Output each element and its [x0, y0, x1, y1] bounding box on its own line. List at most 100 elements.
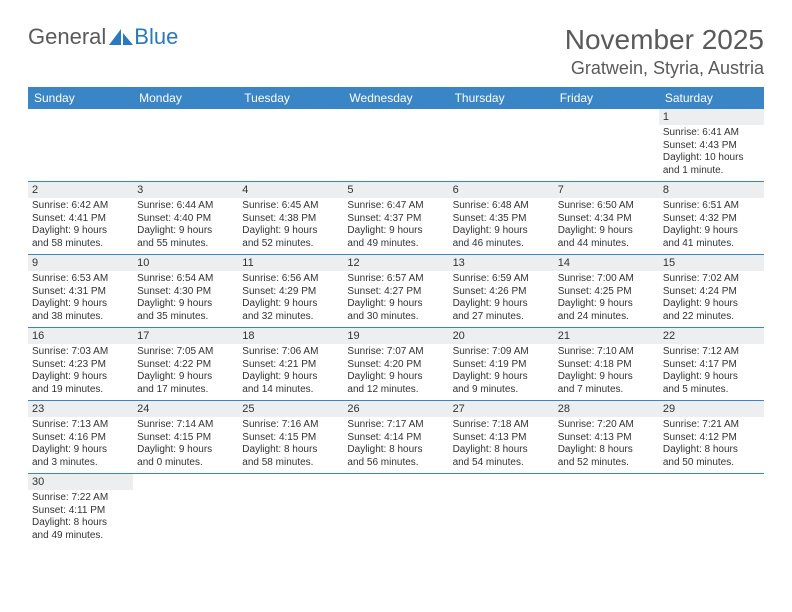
- detail-line: Sunrise: 6:42 AM: [32, 200, 129, 213]
- day-number-cell: 21: [554, 328, 659, 345]
- detail-line: Daylight: 9 hours: [137, 225, 234, 238]
- detail-line: Daylight: 9 hours: [558, 298, 655, 311]
- detail-line: and 0 minutes.: [137, 457, 234, 470]
- day-number-cell: [28, 109, 133, 125]
- detail-line: Sunrise: 6:47 AM: [347, 200, 444, 213]
- day-number-cell: 7: [554, 182, 659, 199]
- day-detail-cell: Sunrise: 6:54 AMSunset: 4:30 PMDaylight:…: [133, 271, 238, 328]
- detail-line: Sunrise: 7:10 AM: [558, 346, 655, 359]
- detail-line: Sunrise: 7:21 AM: [663, 419, 760, 432]
- detail-line: Sunrise: 7:18 AM: [453, 419, 550, 432]
- day-number-cell: 25: [238, 401, 343, 418]
- detail-line: Sunset: 4:17 PM: [663, 359, 760, 372]
- day-detail-cell: Sunrise: 6:45 AMSunset: 4:38 PMDaylight:…: [238, 198, 343, 255]
- daynum-row: 30: [28, 474, 764, 491]
- day-detail-cell: [343, 125, 448, 182]
- day-detail-cell: Sunrise: 7:09 AMSunset: 4:19 PMDaylight:…: [449, 344, 554, 401]
- detail-line: and 7 minutes.: [558, 384, 655, 397]
- detail-line: Daylight: 9 hours: [558, 371, 655, 384]
- detail-line: and 17 minutes.: [137, 384, 234, 397]
- day-detail-cell: Sunrise: 6:48 AMSunset: 4:35 PMDaylight:…: [449, 198, 554, 255]
- detail-line: Daylight: 9 hours: [347, 225, 444, 238]
- day-number-cell: 22: [659, 328, 764, 345]
- month-year: November 2025: [565, 24, 764, 56]
- detail-line: Sunrise: 7:16 AM: [242, 419, 339, 432]
- day-number-cell: [343, 474, 448, 491]
- detail-line: Daylight: 9 hours: [137, 444, 234, 457]
- day-detail-cell: Sunrise: 6:53 AMSunset: 4:31 PMDaylight:…: [28, 271, 133, 328]
- day-number-cell: 17: [133, 328, 238, 345]
- detail-line: Sunrise: 7:06 AM: [242, 346, 339, 359]
- detail-line: Sunset: 4:18 PM: [558, 359, 655, 372]
- day-number-cell: 13: [449, 255, 554, 272]
- day-detail-cell: Sunrise: 6:57 AMSunset: 4:27 PMDaylight:…: [343, 271, 448, 328]
- detail-line: Sunset: 4:25 PM: [558, 286, 655, 299]
- day-detail-cell: Sunrise: 6:51 AMSunset: 4:32 PMDaylight:…: [659, 198, 764, 255]
- detail-line: Daylight: 9 hours: [347, 371, 444, 384]
- detail-line: Daylight: 8 hours: [663, 444, 760, 457]
- detail-line: Sunset: 4:23 PM: [32, 359, 129, 372]
- detail-line: Sunrise: 6:50 AM: [558, 200, 655, 213]
- detail-line: Sunrise: 7:17 AM: [347, 419, 444, 432]
- day-number-cell: 6: [449, 182, 554, 199]
- day-number-cell: 23: [28, 401, 133, 418]
- detail-line: Sunrise: 6:48 AM: [453, 200, 550, 213]
- day-number-cell: [238, 474, 343, 491]
- detail-row: Sunrise: 6:42 AMSunset: 4:41 PM Daylight:…: [28, 198, 764, 255]
- day-detail-cell: Sunrise: 7:06 AMSunset: 4:21 PMDaylight:…: [238, 344, 343, 401]
- detail-line: Daylight: 9 hours: [453, 371, 550, 384]
- day-detail-cell: Sunrise: 6:56 AMSunset: 4:29 PMDaylight:…: [238, 271, 343, 328]
- daynum-row: 1: [28, 109, 764, 125]
- day-number-cell: [238, 109, 343, 125]
- detail-line: and 58 minutes.: [242, 457, 339, 470]
- detail-line: Sunset: 4:14 PM: [347, 432, 444, 445]
- detail-line: Sunset: 4:12 PM: [663, 432, 760, 445]
- logo-text-a: General: [28, 24, 106, 50]
- detail-line: Sunrise: 7:12 AM: [663, 346, 760, 359]
- day-detail-cell: Sunrise: 7:13 AMSunset: 4:16 PMDaylight:…: [28, 417, 133, 474]
- detail-line: Sunrise: 6:44 AM: [137, 200, 234, 213]
- detail-line: and 38 minutes.: [32, 311, 129, 324]
- day-number-cell: 28: [554, 401, 659, 418]
- detail-line: Sunrise: 6:59 AM: [453, 273, 550, 286]
- day-number-cell: [554, 109, 659, 125]
- detail-line: Sunset: 4:16 PM: [32, 432, 129, 445]
- detail-line: Sunset: 4:41 PM: [32, 213, 129, 226]
- detail-line: Daylight: 9 hours: [347, 298, 444, 311]
- detail-line: Sunset: 4:35 PM: [453, 213, 550, 226]
- detail-line: Sunset: 4:40 PM: [137, 213, 234, 226]
- detail-line: Daylight: 9 hours: [32, 444, 129, 457]
- detail-line: and 22 minutes.: [663, 311, 760, 324]
- day-detail-cell: Sunrise: 7:03 AMSunset: 4:23 PMDaylight:…: [28, 344, 133, 401]
- detail-line: and 55 minutes.: [137, 238, 234, 251]
- detail-line: and 32 minutes.: [242, 311, 339, 324]
- detail-line: Sunset: 4:43 PM: [663, 140, 760, 153]
- day-number-cell: 16: [28, 328, 133, 345]
- detail-line: Sunset: 4:31 PM: [32, 286, 129, 299]
- day-number-cell: [659, 474, 764, 491]
- detail-line: Sunset: 4:15 PM: [242, 432, 339, 445]
- detail-line: and 14 minutes.: [242, 384, 339, 397]
- detail-line: Daylight: 9 hours: [137, 371, 234, 384]
- detail-row: Sunrise: 7:22 AMSunset: 4:11 PMDaylight:…: [28, 490, 764, 546]
- detail-line: Daylight: 8 hours: [558, 444, 655, 457]
- detail-row: Sunrise: 7:13 AMSunset: 4:16 PMDaylight:…: [28, 417, 764, 474]
- detail-line: and 1 minute.: [663, 165, 760, 178]
- weekday-header: Thursday: [449, 87, 554, 109]
- day-detail-cell: Sunrise: 7:22 AMSunset: 4:11 PMDaylight:…: [28, 490, 133, 546]
- detail-line: Sunrise: 6:56 AM: [242, 273, 339, 286]
- detail-line: Daylight: 9 hours: [453, 225, 550, 238]
- detail-line: Sunset: 4:26 PM: [453, 286, 550, 299]
- day-detail-cell: [343, 490, 448, 546]
- detail-line: Sunrise: 7:02 AM: [663, 273, 760, 286]
- detail-line: Sunrise: 6:53 AM: [32, 273, 129, 286]
- weekday-header: Saturday: [659, 87, 764, 109]
- detail-row: Sunrise: 6:41 AMSunset: 4:43 PMDaylight:…: [28, 125, 764, 182]
- detail-row: Sunrise: 6:53 AMSunset: 4:31 PM Daylight:…: [28, 271, 764, 328]
- day-detail-cell: Sunrise: 6:59 AMSunset: 4:26 PMDaylight:…: [449, 271, 554, 328]
- detail-line: Sunset: 4:19 PM: [453, 359, 550, 372]
- detail-line: and 30 minutes.: [347, 311, 444, 324]
- day-detail-cell: Sunrise: 7:07 AMSunset: 4:20 PMDaylight:…: [343, 344, 448, 401]
- title-block: November 2025 Gratwein, Styria, Austria: [565, 24, 764, 79]
- detail-line: Sunset: 4:27 PM: [347, 286, 444, 299]
